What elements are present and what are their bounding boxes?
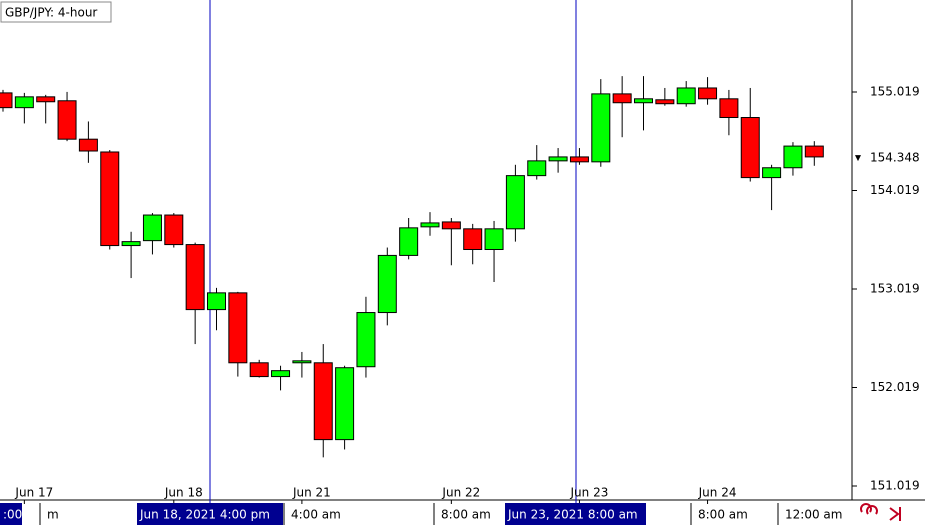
x-tick-label: Jun 17 xyxy=(14,486,53,500)
time-highlight xyxy=(505,503,646,525)
candle-body xyxy=(377,254,397,314)
time-label: 12:00 am xyxy=(785,508,842,522)
link-icon[interactable] xyxy=(860,503,878,515)
candle-body xyxy=(740,117,760,179)
chart-title: GBP/JPY: 4-hour xyxy=(5,6,97,20)
candle-body xyxy=(783,145,803,169)
x-tick-label: Jun 22 xyxy=(441,486,480,500)
time-label: 8:00 am xyxy=(441,508,491,522)
candle-body xyxy=(505,175,525,230)
candle-body xyxy=(591,93,611,163)
candle-body xyxy=(527,160,547,177)
scroll-icon[interactable] xyxy=(889,507,901,521)
candle-body xyxy=(463,228,483,251)
candle-body xyxy=(36,96,56,103)
candle-body xyxy=(719,98,739,119)
candle-body xyxy=(804,145,824,158)
candle-body xyxy=(335,367,355,441)
candle-body xyxy=(207,292,226,311)
time-label: Jun 23, 2021 8:00 am xyxy=(507,508,638,522)
candle-body xyxy=(399,227,419,256)
candle-body xyxy=(698,87,718,100)
candle-body xyxy=(762,167,782,179)
candle-body xyxy=(271,370,291,378)
candle-body xyxy=(228,292,248,364)
y-tick-label: 155.019 xyxy=(870,85,920,99)
time-label: 8:00 am xyxy=(698,508,748,522)
candle-body xyxy=(420,222,440,228)
x-tick-label: Jun 23 xyxy=(570,486,609,500)
time-label: m xyxy=(47,508,59,522)
candle-body xyxy=(249,362,269,378)
time-highlight xyxy=(0,503,22,525)
candle-body xyxy=(655,99,675,105)
last-price-marker xyxy=(855,155,861,162)
candle-body xyxy=(100,151,120,247)
y-tick-label: 154.019 xyxy=(870,183,920,197)
candle-body xyxy=(78,138,98,152)
candle-body xyxy=(57,100,77,140)
title-box xyxy=(0,1,112,23)
candle-body xyxy=(292,360,312,364)
y-tick-label: 151.019 xyxy=(870,479,920,493)
y-tick-label: 153.019 xyxy=(870,282,920,296)
candle-body xyxy=(612,93,632,104)
candle-body xyxy=(0,92,13,109)
x-tick-label: Jun 18 xyxy=(164,486,203,500)
candle-body xyxy=(441,221,461,230)
candle-body xyxy=(121,241,141,247)
candle-body xyxy=(164,214,184,246)
candle-body xyxy=(356,312,376,368)
toolbar-icons[interactable] xyxy=(860,503,901,521)
time-label: 4:00 am xyxy=(291,508,341,522)
time-highlight xyxy=(137,503,283,525)
x-tick-label: Jun 24 xyxy=(698,486,737,500)
x-tick-label: Jun 21 xyxy=(292,486,331,500)
candle-body xyxy=(185,244,205,311)
candle-body xyxy=(14,96,34,109)
time-label: :00 xyxy=(3,508,22,522)
candle-body xyxy=(548,156,568,162)
time-label: Jun 18, 2021 4:00 pm xyxy=(139,508,270,522)
candle-body xyxy=(569,156,589,163)
candle-body xyxy=(634,98,653,104)
candle-body xyxy=(142,214,162,242)
y-tick-label: 152.019 xyxy=(870,380,920,394)
last-price-label: 154.348 xyxy=(870,151,920,165)
candle-body xyxy=(484,228,504,251)
candle-body xyxy=(676,87,696,105)
candle-body xyxy=(313,362,333,441)
